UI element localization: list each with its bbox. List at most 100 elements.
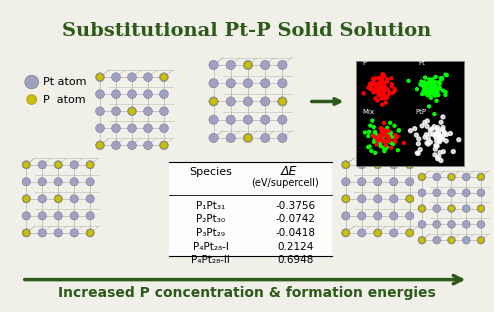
Circle shape <box>372 89 375 92</box>
Circle shape <box>144 107 152 116</box>
Circle shape <box>368 145 371 148</box>
Circle shape <box>379 145 382 148</box>
Circle shape <box>449 132 453 135</box>
Circle shape <box>54 161 62 169</box>
Circle shape <box>260 97 270 106</box>
Circle shape <box>381 130 384 133</box>
Circle shape <box>441 77 444 80</box>
Circle shape <box>144 90 152 99</box>
Circle shape <box>433 86 436 89</box>
Circle shape <box>380 133 383 136</box>
Bar <box>356 61 464 166</box>
Circle shape <box>432 92 435 95</box>
Text: -0.0418: -0.0418 <box>275 228 315 238</box>
Circle shape <box>384 85 387 88</box>
Circle shape <box>374 137 377 140</box>
Circle shape <box>70 161 79 169</box>
Circle shape <box>377 85 380 88</box>
Circle shape <box>378 143 381 146</box>
Circle shape <box>381 132 384 135</box>
Circle shape <box>381 129 384 132</box>
Circle shape <box>367 86 370 89</box>
Circle shape <box>407 161 413 168</box>
Circle shape <box>278 115 287 124</box>
Circle shape <box>381 73 384 76</box>
Circle shape <box>423 76 426 79</box>
Circle shape <box>70 229 79 237</box>
Circle shape <box>160 73 168 81</box>
Circle shape <box>127 107 136 116</box>
Circle shape <box>430 79 433 82</box>
Circle shape <box>431 132 435 136</box>
Text: PtP: PtP <box>415 109 426 115</box>
Circle shape <box>448 236 455 244</box>
Circle shape <box>144 73 152 81</box>
Circle shape <box>374 77 377 80</box>
Circle shape <box>434 135 438 139</box>
Circle shape <box>54 178 62 186</box>
Circle shape <box>433 221 441 228</box>
Circle shape <box>389 141 392 144</box>
Circle shape <box>406 178 414 186</box>
Circle shape <box>381 77 384 80</box>
Circle shape <box>378 138 381 141</box>
Circle shape <box>342 178 350 186</box>
Circle shape <box>433 147 437 151</box>
Circle shape <box>386 135 389 138</box>
Circle shape <box>377 94 380 96</box>
Circle shape <box>379 127 382 130</box>
Circle shape <box>86 161 94 169</box>
Circle shape <box>477 173 485 181</box>
Circle shape <box>112 90 121 99</box>
Circle shape <box>27 95 37 105</box>
Circle shape <box>391 92 394 95</box>
Circle shape <box>392 136 395 139</box>
Circle shape <box>389 136 392 139</box>
Circle shape <box>127 90 136 99</box>
Circle shape <box>426 137 430 141</box>
Circle shape <box>390 85 393 88</box>
Circle shape <box>383 129 386 132</box>
Circle shape <box>87 230 93 236</box>
Circle shape <box>382 73 385 76</box>
Text: 0.2124: 0.2124 <box>277 242 313 252</box>
Circle shape <box>380 139 383 142</box>
Circle shape <box>226 133 236 143</box>
Circle shape <box>55 161 62 168</box>
Circle shape <box>385 88 388 90</box>
Circle shape <box>419 174 425 180</box>
Circle shape <box>70 195 79 203</box>
Circle shape <box>382 135 385 138</box>
Circle shape <box>396 149 399 152</box>
Circle shape <box>431 82 434 85</box>
Circle shape <box>375 84 378 87</box>
Circle shape <box>160 124 168 133</box>
Circle shape <box>260 61 270 70</box>
Circle shape <box>381 128 384 131</box>
Circle shape <box>425 141 429 145</box>
Circle shape <box>381 83 384 86</box>
Circle shape <box>379 84 382 87</box>
Circle shape <box>418 189 426 197</box>
Circle shape <box>369 88 372 90</box>
Circle shape <box>38 195 46 203</box>
Circle shape <box>423 87 426 90</box>
Circle shape <box>381 139 384 142</box>
Circle shape <box>428 140 432 144</box>
Circle shape <box>342 212 350 220</box>
Circle shape <box>393 124 396 127</box>
Circle shape <box>380 79 383 82</box>
Circle shape <box>244 61 252 69</box>
Circle shape <box>209 97 218 106</box>
Circle shape <box>86 178 94 186</box>
Circle shape <box>342 196 349 202</box>
Circle shape <box>449 237 454 243</box>
Circle shape <box>381 103 383 106</box>
Circle shape <box>367 146 370 149</box>
Text: (eV/supercell): (eV/supercell) <box>251 178 319 188</box>
Circle shape <box>398 129 400 132</box>
Circle shape <box>112 73 121 81</box>
Text: Mix: Mix <box>362 109 374 115</box>
Circle shape <box>54 229 62 237</box>
Circle shape <box>161 74 167 81</box>
